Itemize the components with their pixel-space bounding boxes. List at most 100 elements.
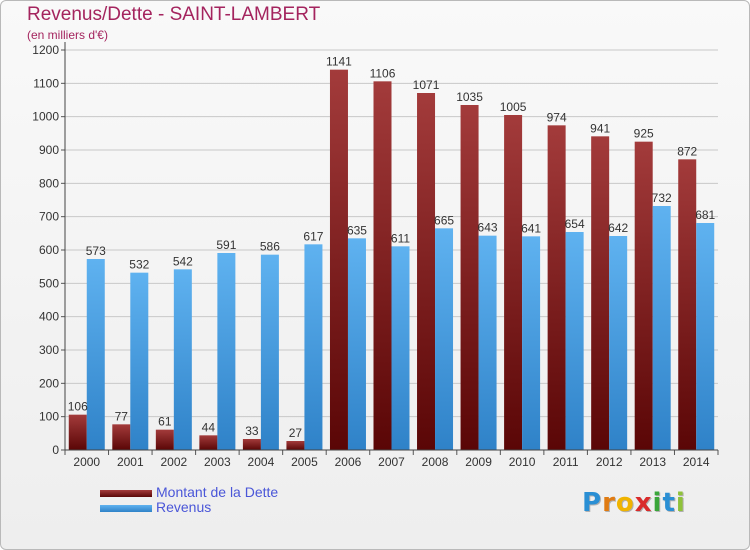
data-label-dette: 44: [202, 420, 216, 434]
x-tick-label: 2007: [378, 455, 405, 469]
y-tick-label: 400: [39, 310, 59, 324]
y-tick-label: 1100: [33, 76, 59, 90]
data-label-dette: 1035: [456, 90, 483, 104]
bar-revenus: [130, 272, 149, 450]
data-label-dette: 974: [547, 110, 567, 124]
legend-swatch-revenus: [100, 505, 152, 512]
logo-letter: i: [675, 488, 686, 518]
data-label-dette: 872: [677, 144, 697, 158]
bar-revenus: [304, 244, 323, 450]
y-tick-label: 200: [39, 376, 59, 390]
data-label-revenus: 654: [565, 217, 585, 231]
data-label-dette: 27: [289, 426, 303, 440]
bars-layer: [68, 69, 715, 451]
bar-dette: [504, 115, 523, 450]
bar-revenus: [347, 238, 366, 450]
bar-revenus: [609, 236, 628, 450]
bar-dette: [373, 81, 392, 450]
legend-swatch-debt: [100, 490, 152, 497]
data-label-dette: 106: [68, 400, 88, 414]
bar-dette: [460, 105, 479, 450]
x-tick-label: 2001: [117, 455, 144, 469]
bar-revenus: [696, 223, 715, 450]
data-label-dette: 1005: [500, 100, 527, 114]
bar-revenus: [435, 228, 454, 450]
data-label-revenus: 542: [173, 254, 193, 268]
bar-revenus: [478, 235, 497, 450]
bar-dette: [591, 136, 610, 451]
logo-letter: r: [602, 488, 616, 518]
data-label-revenus: 532: [129, 258, 149, 272]
bar-revenus: [565, 232, 584, 450]
x-tick-label: 2009: [465, 455, 492, 469]
x-tick-label: 2005: [291, 455, 318, 469]
bar-dette: [329, 69, 348, 451]
bar-dette: [199, 435, 218, 450]
y-tick-label: 500: [39, 276, 59, 290]
data-label-dette: 61: [158, 415, 172, 429]
legend-label-debt: Montant de la Dette: [156, 484, 279, 500]
data-label-revenus: 591: [216, 238, 236, 252]
logo-letter: t: [662, 488, 676, 518]
x-tick-label: 2006: [335, 455, 362, 469]
chart-title: Revenus/Dette - SAINT-LAMBERT: [27, 4, 321, 25]
data-label-revenus: 586: [260, 240, 280, 254]
x-tick-label: 2000: [73, 455, 100, 469]
y-tick-label: 100: [39, 410, 59, 424]
proxiti-logo: Proxiti: [582, 488, 686, 518]
bar-revenus: [391, 246, 410, 450]
x-tick-label: 2003: [204, 455, 231, 469]
bar-revenus: [217, 253, 236, 450]
bar-revenus: [260, 254, 279, 450]
bar-dette: [242, 439, 261, 450]
logo-letter: o: [615, 488, 635, 518]
y-tick-label: 600: [39, 243, 59, 257]
x-tick-label: 2010: [509, 455, 536, 469]
bar-dette: [634, 141, 653, 450]
bar-dette: [112, 424, 131, 450]
logo-letter: i: [652, 488, 663, 518]
data-label-dette: 925: [634, 127, 654, 141]
data-label-revenus: 681: [695, 208, 715, 222]
y-tick-label: 700: [39, 210, 59, 224]
y-tick-label: 800: [39, 176, 59, 190]
x-tick-label: 2008: [422, 455, 449, 469]
y-tick-label: 1200: [32, 43, 59, 57]
x-tick-label: 2011: [553, 455, 579, 469]
bar-revenus: [173, 269, 192, 450]
logo-letter: P: [582, 488, 603, 518]
data-label-revenus: 665: [434, 213, 454, 227]
bar-revenus: [86, 259, 105, 450]
data-label-revenus: 641: [521, 221, 541, 235]
bar-dette: [155, 429, 174, 450]
data-label-revenus: 643: [478, 221, 498, 235]
data-label-dette: 1071: [413, 78, 440, 92]
bar-dette: [417, 93, 436, 450]
data-label-revenus: 635: [347, 223, 367, 237]
x-tick-label: 2002: [160, 455, 187, 469]
x-tick-label: 2013: [639, 455, 666, 469]
data-label-dette: 1106: [370, 66, 396, 80]
data-label-revenus: 573: [86, 244, 106, 258]
bar-revenus: [652, 206, 671, 450]
bar-dette: [286, 441, 305, 450]
data-label-revenus: 642: [608, 221, 628, 235]
y-tick-label: 0: [52, 443, 59, 457]
bar-dette: [678, 159, 697, 451]
bar-revenus: [522, 236, 541, 450]
data-label-dette: 77: [115, 409, 129, 423]
data-label-revenus: 611: [391, 231, 410, 245]
y-tick-label: 300: [39, 343, 59, 357]
axis-layer: 0 100 200 300 400 500 600 700 800 900 1000 1100 1200…: [32, 42, 719, 469]
y-tick-label: 1000: [32, 110, 59, 124]
data-label-revenus: 732: [652, 191, 672, 205]
legend-label-revenus: Revenus: [156, 499, 212, 515]
x-tick-label: 2004: [248, 455, 275, 469]
bar-dette: [547, 125, 566, 450]
x-tick-label: 2014: [683, 455, 710, 469]
chart-subtitle: (en milliers d'€): [27, 28, 108, 42]
data-label-dette: 941: [590, 121, 610, 135]
x-tick-label: 2012: [596, 455, 623, 469]
labels-layer: 106 573 77 532 61 542 44 591 33 586 27 617 1141 635 11…: [68, 55, 716, 440]
